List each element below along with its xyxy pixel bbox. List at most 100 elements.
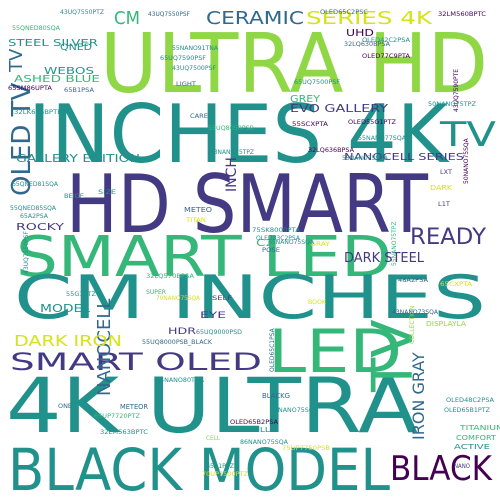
cloud-word: OLED65B2PSA — [230, 419, 279, 426]
cloud-word: OLED65B1PTZ — [444, 407, 490, 414]
cloud-word: 55UQ8050PSB — [208, 125, 254, 132]
cloud-word: 65CXPTA — [440, 281, 473, 288]
cloud-word: OLED42C2PSA — [362, 37, 411, 44]
cloud-word: DARK — [430, 184, 452, 192]
cloud-word: 75SK8000PTA — [252, 227, 301, 234]
cloud-word: HDR — [168, 327, 196, 337]
cloud-word: DARK STEEL — [344, 251, 425, 266]
cloud-word: READY — [410, 225, 487, 250]
cloud-word: OLED55G1PTZ — [348, 119, 396, 126]
cloud-word: NANOCELL SERIES — [344, 152, 464, 163]
cloud-word: TV — [361, 319, 426, 393]
cloud-word: INCHES 4K — [28, 88, 450, 181]
cloud-word: 32LQ636BPSA — [308, 147, 355, 154]
cloud-word: SMART OLED — [10, 348, 262, 376]
cloud-word: 55NANO75TPZ — [391, 222, 398, 266]
cloud-word: 65SM86UPTA — [8, 85, 53, 92]
cloud-word: 55QNED85SQA — [10, 205, 57, 212]
cloud-word: 50NANO75SQA — [463, 137, 470, 184]
cloud-word: INCH — [224, 157, 240, 192]
cloud-word: 55SCXPTA — [292, 121, 329, 128]
cloud-word: 32LK616BPTB — [14, 109, 62, 116]
cloud-word: DISPLAYLA — [426, 320, 466, 328]
cloud-word: 65A1PTZ — [206, 463, 234, 470]
cloud-word: COMFORT — [456, 434, 497, 442]
cloud-word: BLACK MODEL — [8, 436, 390, 499]
cloud-word: METEOR — [120, 403, 148, 411]
cloud-word: EVO GALLERY — [290, 102, 388, 115]
cloud-word: COLLECTION — [409, 306, 416, 344]
cloud-word: BLACK — [390, 449, 494, 489]
cloud-word: 43UQ7550PSF — [148, 11, 191, 18]
cloud-word: CARE — [190, 113, 208, 120]
cloud-word: TV — [439, 115, 496, 155]
cloud-word: 43NANO75SQA — [270, 407, 319, 414]
cloud-word: BLACKG — [262, 392, 290, 400]
cloud-word: 43NANO73SQA — [392, 309, 439, 316]
cloud-word: 55NANO80TNA — [156, 377, 205, 384]
cloud-word: 43NANO75TPZ — [210, 149, 254, 156]
cloud-word: 4K ULTRA — [6, 361, 418, 450]
cloud-word: EYE — [200, 311, 226, 321]
cloud-word: 55NANO77SQA — [358, 135, 407, 142]
cloud-word: OLED65C2PSC — [320, 9, 368, 16]
cloud-word: 65UQ9000PSD — [196, 329, 242, 336]
cloud-word: TV — [6, 48, 27, 73]
cloud-word: SELF — [212, 295, 233, 302]
cloud-word: GREY — [290, 94, 321, 105]
cloud-word: CM INCHES — [14, 263, 486, 333]
cloud-word: 32LM560BPTC — [438, 11, 486, 18]
cloud-word: 55G1PTZ — [66, 291, 96, 298]
cloud-word: CM — [114, 8, 140, 29]
cloud-word: 65NANO75SQA — [268, 239, 315, 246]
cloud-word: LED — [268, 317, 402, 387]
cloud-word: STEEL SILVER — [8, 38, 98, 49]
cloud-word: POSE — [262, 247, 280, 254]
cloud-word: 55NANO91TNA — [172, 45, 219, 52]
cloud-word: CERAMIC — [206, 8, 304, 29]
cloud-word: ULTRA HD — [100, 17, 488, 112]
cloud-word: METEO — [184, 206, 213, 214]
cloud-word: SIZE — [98, 189, 116, 196]
cloud-word: NANO — [454, 463, 470, 470]
cloud-word: TITAN — [185, 217, 206, 224]
cloud-word: 32LQ630BPSA — [344, 41, 391, 48]
cloud-word: WEBOS — [44, 66, 94, 77]
cloud-word: 86NANO75SQA — [240, 439, 289, 446]
cloud-word: 65UP7720PTZ — [94, 413, 140, 420]
cloud-word: 70NANO75SQA — [156, 295, 201, 302]
cloud-word: 43UQ7550PTZ — [60, 9, 104, 16]
cloud-word: 70UP7500PTZ — [202, 471, 248, 478]
cloud-word: MODEL — [40, 302, 91, 315]
cloud-word: SMART LED — [16, 225, 392, 290]
cloud-word: 75UP7750PSB — [282, 445, 330, 452]
cloud-word: OLED TV — [7, 82, 37, 196]
cloud-word: 32LM563BPTC — [100, 429, 148, 436]
cloud-word: HD SMART — [66, 158, 429, 251]
cloud-word: GRAY — [310, 241, 330, 248]
cloud-word: 43UQ7500PSF — [172, 65, 217, 72]
cloud-word: DARK IRON — [14, 332, 122, 350]
cloud-word: OLED83C2PSA — [256, 235, 301, 242]
cloud-word: ROCKY — [16, 222, 65, 233]
cloud-word: GALLERY EDITION — [16, 152, 140, 165]
cloud-word: 55QNED80SQA — [12, 25, 61, 32]
cloud-word: 65B1PSA — [64, 87, 95, 94]
cloud-word: LXT — [440, 169, 452, 176]
cloud-word: OLED65C1PSA — [269, 327, 276, 372]
cloud-word: 50NANO75TPZ — [428, 101, 476, 108]
cloud-word: BEIGE — [64, 193, 84, 200]
cloud-word: ACTIVE — [454, 443, 490, 451]
cloud-word: L1T — [438, 201, 450, 208]
cloud-word: 48A2PSA — [398, 277, 429, 284]
cloud-word: C2 — [256, 238, 274, 249]
cloud-word: OLED77C9PTA — [362, 53, 411, 60]
cloud-word: 65QNED81SQA — [12, 181, 59, 188]
cloud-word: 55UQ8000PSB_BLACK — [142, 339, 213, 346]
cloud-word: LIGHT — [176, 81, 196, 88]
cloud-word: 43UQ7550PSF — [23, 231, 30, 274]
cloud-word: 65UQ7500PSF — [294, 79, 341, 86]
